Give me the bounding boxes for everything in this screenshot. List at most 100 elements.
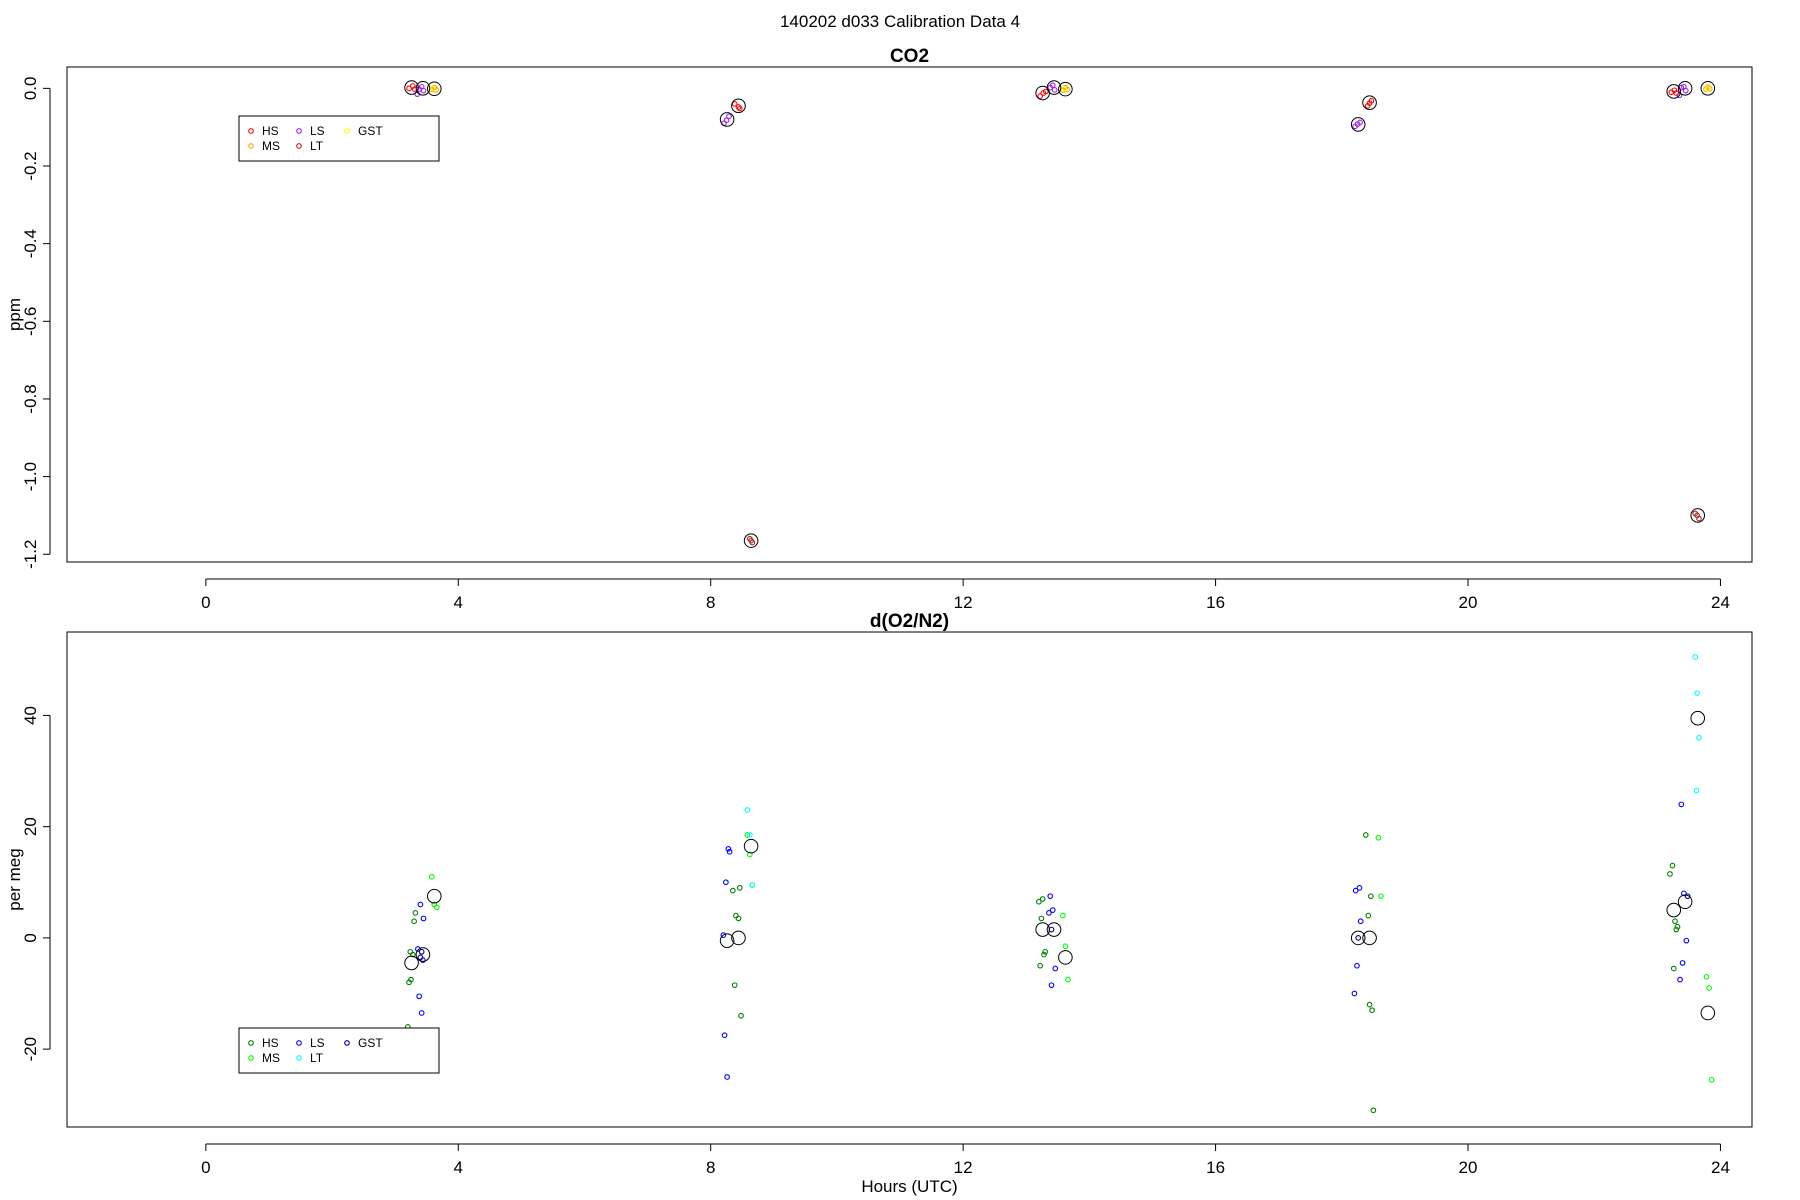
mean-marker — [1350, 117, 1366, 132]
mean-marker — [1700, 1005, 1716, 1021]
data-point-ls — [420, 915, 427, 922]
data-point-ls — [720, 932, 727, 938]
data-point-ms — [1375, 834, 1382, 841]
mean-marker — [1058, 81, 1073, 97]
data-point-ms — [1703, 973, 1710, 980]
o2n2-x-tick-label: 8 — [706, 1158, 715, 1177]
data-point-ls — [416, 993, 422, 1000]
o2n2-plot-frame — [66, 631, 1753, 1128]
mean-marker — [1690, 710, 1706, 726]
co2-x-tick-label: 24 — [1711, 593, 1730, 612]
legend-label-ms: MS — [262, 139, 280, 153]
data-point-hs — [1667, 871, 1673, 877]
co2-y-tick-label: -0.8 — [21, 384, 40, 413]
data-point-lt — [1696, 515, 1702, 522]
data-point-lt — [1696, 734, 1702, 741]
mean-marker — [731, 930, 746, 946]
data-point-hs — [1039, 896, 1046, 902]
figure-title: 140202 d033 Calibration Data 4 — [780, 12, 1020, 31]
legend-marker-ls — [296, 128, 302, 134]
co2-x-tick-label: 4 — [454, 593, 463, 612]
o2n2-legend — [238, 1027, 440, 1074]
mean-marker — [1690, 508, 1706, 523]
co2-y-tick-label: -0.4 — [21, 229, 40, 258]
legend-label-hs: HS — [262, 1036, 279, 1050]
legend-marker-ls — [296, 1040, 302, 1046]
data-point-ms — [433, 904, 440, 911]
data-point-hs — [729, 887, 736, 894]
data-point-hs — [1674, 923, 1681, 930]
data-point-lt — [749, 539, 756, 546]
data-point-hs — [736, 105, 743, 112]
mean-marker — [1677, 81, 1693, 96]
o2n2-x-tick-label: 16 — [1206, 1158, 1225, 1177]
data-point-gst — [1061, 85, 1067, 92]
data-point-lt — [744, 807, 751, 813]
o2n2-x-tick-label: 24 — [1711, 1158, 1730, 1177]
legend-label-hs: HS — [262, 124, 279, 138]
co2-y-tick-label: 0.0 — [21, 77, 40, 101]
mean-marker — [404, 80, 419, 95]
mean-marker — [1677, 894, 1693, 910]
data-point-hs — [1367, 893, 1374, 900]
o2n2-y-tick-label: 40 — [21, 706, 40, 725]
mean-marker — [415, 947, 431, 962]
data-point-hs — [1038, 915, 1045, 922]
data-point-ls — [726, 848, 733, 855]
data-point-ls — [1354, 962, 1360, 969]
data-point-ls — [723, 117, 730, 124]
data-point-ls — [418, 1010, 425, 1016]
o2n2-x-tick-label: 4 — [454, 1158, 463, 1177]
mean-marker — [1046, 922, 1062, 937]
o2n2-x-tick-label: 20 — [1459, 1158, 1478, 1177]
co2-y-axis-label: ppm — [5, 298, 24, 331]
data-point-ls — [1678, 801, 1685, 808]
mean-marker — [1666, 84, 1682, 99]
mean-marker — [1362, 930, 1377, 946]
data-point-gst — [418, 948, 425, 955]
data-point-hs — [1366, 1001, 1373, 1008]
data-point-hs — [407, 948, 414, 955]
o2n2-x-tick-label: 12 — [954, 1158, 973, 1177]
data-point-gst — [1704, 85, 1711, 92]
data-point-ls — [1352, 887, 1359, 894]
data-point-hs — [412, 910, 419, 916]
legend-marker-ms — [248, 143, 254, 149]
data-point-ls — [420, 87, 427, 94]
data-point-ls — [1357, 918, 1364, 925]
co2-chart-title: CO2 — [890, 46, 929, 67]
data-point-lt — [1694, 690, 1700, 697]
co2-y-tick-label: -0.6 — [21, 307, 40, 336]
mean-marker — [1035, 922, 1050, 937]
data-point-ls — [1051, 87, 1058, 93]
data-point-hs — [411, 918, 417, 925]
co2-y-tick-label: -1.2 — [21, 540, 40, 569]
co2-x-tick-label: 12 — [954, 593, 973, 612]
data-point-hs — [1673, 926, 1680, 933]
data-point-ms — [1062, 943, 1069, 950]
mean-marker — [426, 888, 442, 904]
mean-marker — [731, 98, 746, 114]
mean-marker — [1058, 950, 1073, 965]
legend-label-lt: LT — [310, 1051, 324, 1065]
data-point-hs — [1672, 918, 1678, 925]
legend-marker-gst — [344, 1040, 350, 1046]
data-point-hs — [731, 982, 738, 989]
data-point-hs — [1370, 1107, 1377, 1114]
data-point-ls — [1048, 982, 1055, 989]
legend-marker-ms — [248, 1055, 254, 1061]
data-point-ls — [1677, 976, 1683, 983]
mean-marker — [719, 933, 735, 948]
mean-marker — [415, 81, 431, 96]
data-point-ls — [1682, 87, 1689, 94]
co2-y-tick-label: -0.2 — [21, 151, 40, 180]
data-point-hs — [1362, 832, 1369, 838]
data-point-hs — [1669, 862, 1676, 869]
data-point-ms — [1706, 985, 1712, 991]
data-point-ls — [1049, 907, 1056, 913]
data-point-ms — [1064, 86, 1071, 93]
data-point-ls — [1357, 119, 1363, 126]
data-point-ms — [428, 873, 435, 880]
data-point-ms — [1378, 893, 1384, 900]
